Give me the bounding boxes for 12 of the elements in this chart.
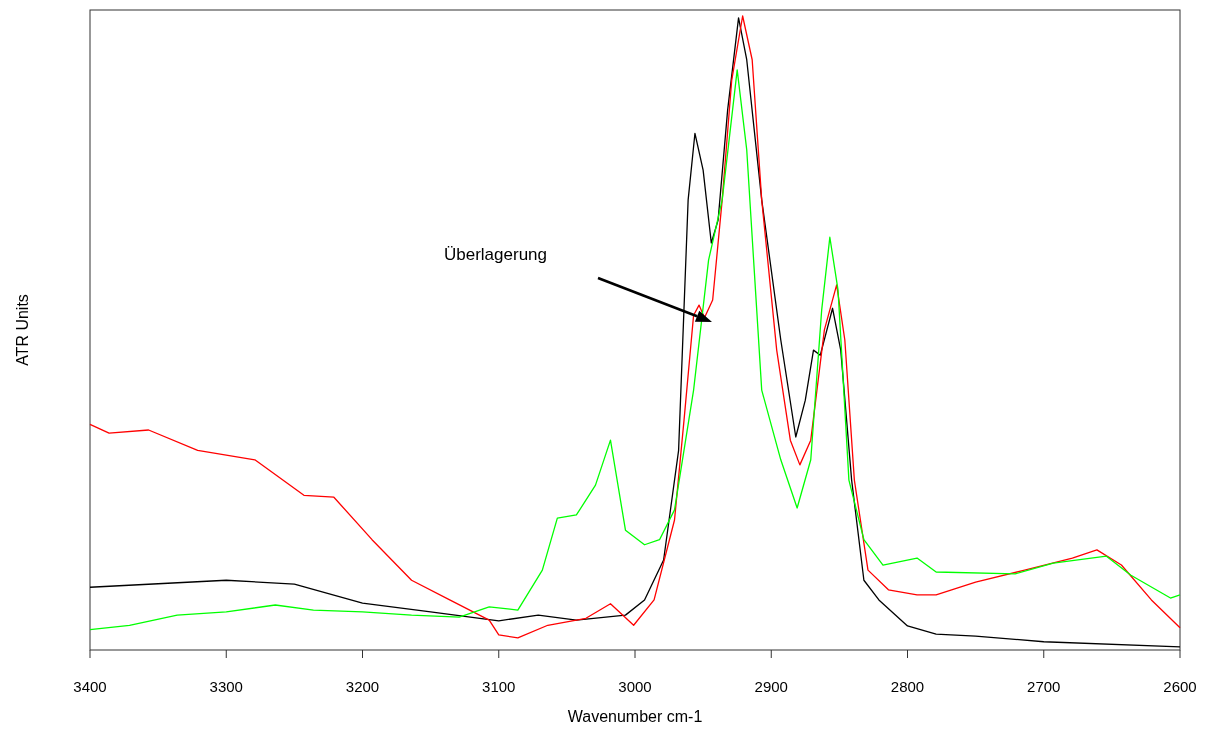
x-tick-label: 2800	[890, 678, 925, 695]
x-tick-label: 3200	[345, 678, 380, 695]
x-tick-label: 3100	[482, 678, 516, 695]
x-tick-label: 2600	[1163, 678, 1197, 695]
x-tick-label: 3000	[618, 678, 652, 695]
annotation: Überlagerung	[444, 245, 548, 264]
y-axis-title: ATR Units	[14, 294, 31, 366]
x-tick-label: 2900	[754, 678, 788, 695]
x-tick-label: 2700	[1027, 678, 1061, 695]
x-tick-label: 3300	[209, 678, 243, 695]
x-tick-label: 3400	[73, 678, 107, 695]
x-axis-title: Wavenumber cm-1	[567, 708, 703, 725]
